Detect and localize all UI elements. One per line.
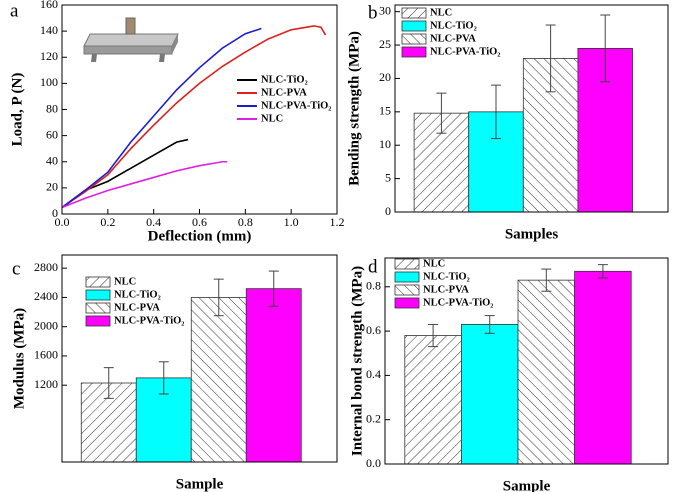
y-tick-label: 40: [46, 154, 58, 168]
bar: [461, 324, 519, 465]
bar: [574, 270, 632, 465]
x-tick-label: 0.8: [238, 215, 253, 229]
y-tick-label: 25: [379, 37, 391, 51]
plot-frame: [394, 4, 669, 213]
line: [61, 25, 327, 209]
y-tick-label: 160: [40, 0, 58, 11]
panel-label: a: [10, 0, 19, 21]
y-tick-label: 0: [52, 206, 58, 220]
y-tick-label: 0.6: [366, 323, 381, 337]
y-axis-title: Internal bond strength (MPa): [349, 266, 365, 456]
y-tick-label: 2000: [34, 318, 58, 332]
y-axis-title: Load, P (N): [9, 73, 25, 147]
y-tick-label: 0.4: [366, 367, 381, 381]
x-axis-title: Sample: [503, 478, 551, 492]
legend-swatch: [85, 289, 111, 301]
x-tick-label: 0.4: [146, 215, 161, 229]
bar: [245, 288, 302, 463]
legend-swatch: [401, 46, 427, 58]
legend-swatch: [85, 302, 111, 314]
panel-label: c: [12, 258, 20, 279]
y-tick-label: 100: [40, 75, 58, 89]
legend-swatch: [394, 284, 420, 296]
legend-swatch: [401, 20, 427, 32]
y-tick-label: 5: [385, 170, 391, 184]
y-tick-label: 30: [379, 3, 391, 17]
beam-inset: [83, 17, 179, 62]
legend-label: NLC: [114, 276, 136, 287]
legend-label: NLC-TiO₂: [261, 74, 308, 85]
y-tick-label: 10: [379, 137, 391, 151]
panel-label: b: [368, 2, 378, 23]
legend-label: NLC-PVA: [423, 284, 469, 295]
plot-frame: [384, 257, 669, 465]
y-tick-label: 80: [46, 101, 58, 115]
y-tick-label: 2400: [34, 289, 58, 303]
legend-label: NLC-PVA-TiO₂: [261, 100, 331, 111]
legend-label: NLC: [261, 113, 283, 124]
bar: [517, 279, 576, 465]
y-tick-label: 2800: [34, 260, 58, 274]
y-tick-label: 1600: [34, 348, 58, 362]
legend-label: NLC-TiO₂: [423, 271, 470, 282]
y-tick-label: 1200: [34, 377, 58, 391]
y-tick-label: 0.0: [366, 456, 381, 470]
plot-frame: [61, 254, 338, 463]
y-tick-label: 60: [46, 127, 58, 141]
x-axis-title: Deflection (mm): [148, 228, 252, 244]
legend-label: NLC-PVA: [114, 302, 160, 313]
legend-label: NLC: [423, 258, 445, 269]
legend-label: NLC-PVA-TiO₂: [423, 297, 493, 308]
bar: [404, 335, 462, 465]
y-tick-label: 20: [46, 180, 58, 194]
y-tick-label: 20: [379, 70, 391, 84]
legend-swatch: [401, 7, 427, 19]
line: [61, 160, 227, 209]
legend-swatch: [394, 297, 420, 309]
legend-label: NLC-PVA-TiO₂: [114, 315, 184, 326]
x-tick-label: 1.2: [330, 215, 345, 229]
legend-swatch: [394, 271, 420, 283]
x-axis-title: Samples: [505, 226, 559, 242]
legend-label: NLC-PVA: [261, 87, 307, 98]
x-tick-label: 1.0: [284, 215, 299, 229]
panel-label: d: [368, 256, 378, 277]
x-tick-label: 0.0: [55, 215, 70, 229]
y-tick-label: 0.2: [366, 411, 381, 425]
line: [61, 27, 262, 209]
x-tick-label: 0.6: [192, 215, 207, 229]
x-tick-label: 0.2: [100, 215, 115, 229]
y-tick-label: 120: [40, 49, 58, 63]
legend-swatch: [85, 315, 111, 327]
legend-label: NLC: [430, 7, 452, 18]
x-axis-title: Sample: [176, 476, 224, 492]
legend-label: NLC-TiO₂: [430, 20, 477, 31]
legend-swatch: [394, 258, 420, 270]
legend-label: NLC-TiO₂: [114, 289, 161, 300]
y-tick-label: 0: [385, 204, 391, 218]
y-tick-label: 140: [40, 23, 58, 37]
y-tick-label: 0.8: [366, 279, 381, 293]
legend-label: NLC-PVA: [430, 33, 476, 44]
legend-swatch: [401, 33, 427, 45]
plot-frame: [61, 4, 338, 215]
y-axis-title: Bending strength (MPa): [346, 31, 362, 186]
legend-swatch: [85, 276, 111, 288]
y-axis-title: Modulus (MPa): [11, 308, 27, 409]
bar: [190, 297, 247, 463]
legend-label: NLC-PVA-TiO₂: [430, 46, 500, 57]
y-tick-label: 15: [379, 104, 391, 118]
